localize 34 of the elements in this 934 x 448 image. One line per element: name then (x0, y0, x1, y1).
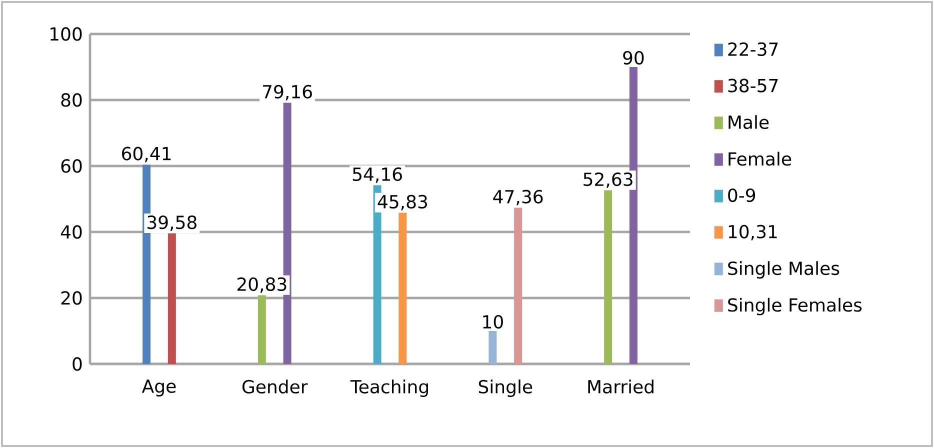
x-tick-label: Married (588, 380, 654, 394)
bar (258, 295, 266, 364)
y-tick-label: 100 (50, 27, 82, 41)
y-tick-label: 20 (61, 291, 82, 305)
bar (604, 190, 612, 364)
legend-label: Female (728, 152, 792, 166)
data-label: 47,36 (493, 190, 543, 206)
x-tick-label: Age (142, 380, 176, 396)
data-label: 54,16 (352, 167, 402, 183)
data-label: 90 (623, 50, 644, 65)
bar (168, 233, 176, 364)
data-label: 52,63 (584, 172, 632, 188)
y-tick-label: 40 (60, 225, 82, 239)
x-tick-label: Single (478, 380, 532, 397)
data-label: 39,58 (148, 216, 196, 231)
legend-label: Male (728, 115, 769, 130)
data-label: 20,83 (237, 277, 286, 293)
y-tick-label: 60 (61, 159, 82, 173)
y-tick-label: 80 (61, 93, 82, 107)
legend-label: 10,31 (728, 224, 777, 240)
data-label: 60,41 (122, 146, 171, 162)
data-label: 45,83 (378, 194, 427, 210)
x-tick-label: Gender (242, 380, 308, 394)
legend-label: 0-9 (728, 188, 756, 202)
legend-label: 22-37 (728, 42, 778, 56)
bar (398, 212, 407, 364)
x-tick-label: Teaching (350, 380, 428, 397)
legend-label: 38-57 (728, 78, 778, 92)
data-label: 79,16 (263, 84, 312, 100)
legend-label: Single Females (728, 298, 862, 316)
legend-label: Single Males (728, 261, 840, 279)
data-label: 10 (483, 314, 503, 329)
y-tick-label: 0 (72, 357, 82, 371)
bar (514, 208, 522, 364)
